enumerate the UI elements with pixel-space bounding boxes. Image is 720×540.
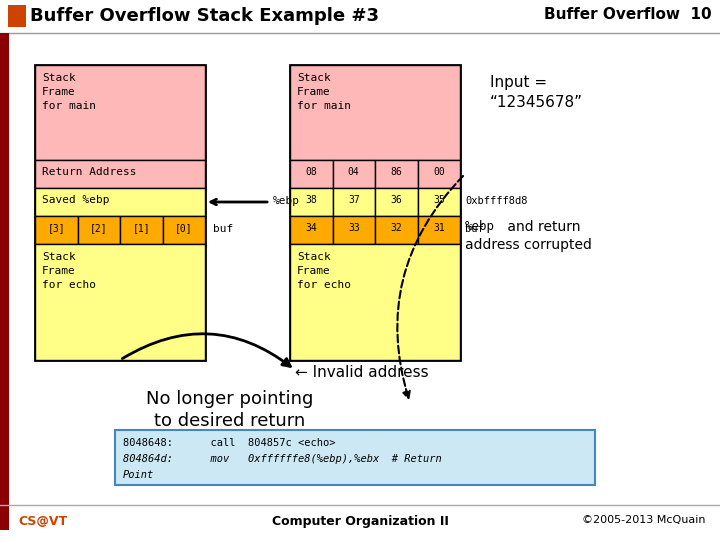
Text: Frame: Frame xyxy=(297,87,330,97)
Bar xyxy=(0,33,9,530)
FancyArrowPatch shape xyxy=(122,334,290,367)
Text: [0]: [0] xyxy=(175,223,192,233)
Text: ← Invalid address: ← Invalid address xyxy=(295,365,428,380)
Bar xyxy=(120,216,163,244)
Bar xyxy=(333,188,375,216)
Text: Saved %ebp: Saved %ebp xyxy=(42,195,109,205)
Text: ©2005-2013 McQuain: ©2005-2013 McQuain xyxy=(582,515,705,525)
Text: 00: 00 xyxy=(433,167,445,177)
Text: for echo: for echo xyxy=(297,280,351,290)
Bar xyxy=(290,65,460,360)
Bar xyxy=(418,216,460,244)
Text: No longer pointing: No longer pointing xyxy=(146,390,314,408)
Text: Point: Point xyxy=(123,470,154,480)
Text: Return Address: Return Address xyxy=(42,167,137,177)
Text: for echo: for echo xyxy=(42,280,96,290)
Bar xyxy=(375,216,418,244)
Text: Stack: Stack xyxy=(42,73,76,83)
Bar xyxy=(290,216,333,244)
Text: 33: 33 xyxy=(348,223,359,233)
Text: Frame: Frame xyxy=(297,266,330,276)
Text: for main: for main xyxy=(42,101,96,111)
Text: buf: buf xyxy=(465,224,484,234)
Bar xyxy=(418,160,460,188)
Bar xyxy=(333,216,375,244)
Text: 32: 32 xyxy=(390,223,402,233)
Text: 0xbffff8d8: 0xbffff8d8 xyxy=(465,196,528,206)
Text: 36: 36 xyxy=(390,195,402,205)
Text: 34: 34 xyxy=(305,223,317,233)
Bar xyxy=(290,65,460,160)
Text: 35: 35 xyxy=(433,195,445,205)
Bar xyxy=(375,188,418,216)
Text: 38: 38 xyxy=(305,195,317,205)
Bar xyxy=(78,216,120,244)
Text: Stack: Stack xyxy=(297,252,330,262)
Text: 8048648:      call  804857c <echo>: 8048648: call 804857c <echo> xyxy=(123,438,336,448)
Text: Frame: Frame xyxy=(42,266,76,276)
Text: buf: buf xyxy=(213,224,233,234)
Bar xyxy=(290,244,460,360)
Bar xyxy=(35,216,78,244)
Bar xyxy=(35,188,205,216)
FancyArrowPatch shape xyxy=(397,176,463,398)
Text: 37: 37 xyxy=(348,195,359,205)
Text: Buffer Overflow Stack Example #3: Buffer Overflow Stack Example #3 xyxy=(30,7,379,25)
Bar xyxy=(418,188,460,216)
Text: 86: 86 xyxy=(390,167,402,177)
Text: Stack: Stack xyxy=(297,73,330,83)
Text: Frame: Frame xyxy=(42,87,76,97)
Bar xyxy=(35,160,205,188)
Text: Stack: Stack xyxy=(42,252,76,262)
Bar xyxy=(290,188,333,216)
Bar xyxy=(35,65,205,360)
Bar xyxy=(333,160,375,188)
Text: CS@VT: CS@VT xyxy=(18,515,67,528)
Text: Buffer Overflow  10: Buffer Overflow 10 xyxy=(544,7,712,22)
Text: and return: and return xyxy=(503,220,580,234)
Text: 31: 31 xyxy=(433,223,445,233)
Bar xyxy=(163,216,205,244)
Text: [2]: [2] xyxy=(90,223,107,233)
Text: %ebp: %ebp xyxy=(465,220,495,233)
Bar xyxy=(35,65,205,160)
Bar xyxy=(375,160,418,188)
Bar xyxy=(115,430,595,485)
Bar xyxy=(290,160,333,188)
Bar xyxy=(8,5,26,27)
Text: Input =: Input = xyxy=(490,75,547,90)
Text: “12345678”: “12345678” xyxy=(490,95,583,110)
Text: [3]: [3] xyxy=(48,223,65,233)
Text: [1]: [1] xyxy=(132,223,150,233)
Text: Computer Organization II: Computer Organization II xyxy=(271,515,449,528)
Text: 04: 04 xyxy=(348,167,359,177)
Text: 08: 08 xyxy=(305,167,317,177)
Bar xyxy=(35,244,205,360)
Text: %ebp: %ebp xyxy=(273,196,300,206)
Text: to desired return: to desired return xyxy=(154,412,305,430)
Text: 804864d:      mov   0xffffffe8(%ebp),%ebx  # Return: 804864d: mov 0xffffffe8(%ebp),%ebx # Ret… xyxy=(123,454,442,464)
Text: address corrupted: address corrupted xyxy=(465,238,592,252)
Text: for main: for main xyxy=(297,101,351,111)
